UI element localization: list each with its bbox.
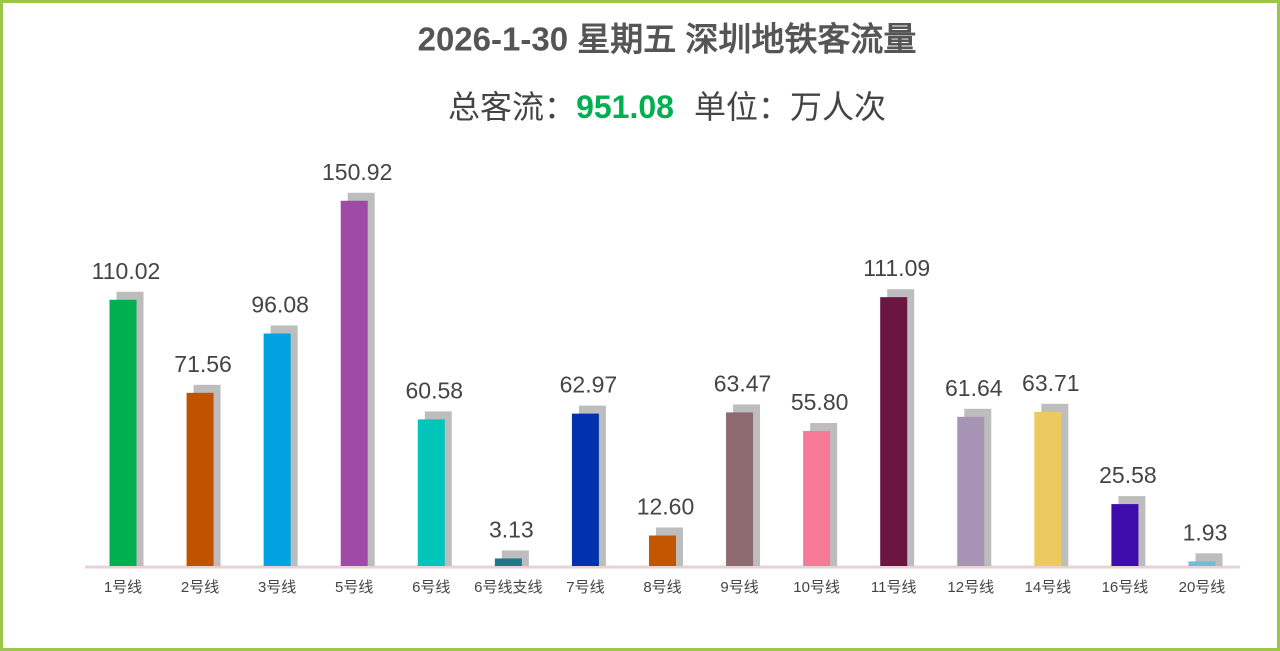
x-tick-label: 5号线 [335, 579, 373, 596]
value-label: 55.80 [791, 389, 849, 415]
bar [340, 200, 368, 566]
x-tick-label: 3号线 [258, 579, 296, 596]
value-label: 62.97 [560, 372, 618, 398]
value-label: 96.08 [251, 292, 309, 318]
x-tick-label: 6号线支线 [474, 579, 542, 596]
x-tick-label: 9号线 [720, 579, 758, 596]
bar [571, 413, 599, 566]
x-tick-label: 6号线 [412, 579, 450, 596]
total-value: 951.08 [576, 89, 674, 125]
x-tick-label: 7号线 [566, 579, 604, 596]
bar [109, 299, 137, 566]
value-label: 63.71 [1022, 370, 1080, 396]
chart-title: 2026-1-30 星期五 深圳地铁客流量 [418, 21, 917, 58]
bar [957, 416, 985, 566]
bar [494, 558, 522, 566]
value-label: 12.60 [637, 494, 695, 520]
bar [803, 430, 831, 566]
value-label: 63.47 [714, 370, 772, 396]
x-tick-label: 8号线 [643, 579, 681, 596]
bar [726, 412, 754, 566]
bar [186, 392, 214, 566]
x-tick-label: 20号线 [1179, 579, 1226, 596]
unit-label: 单位：万人次 [694, 89, 886, 125]
x-tick-label: 2号线 [181, 579, 219, 596]
x-tick-label: 1号线 [104, 579, 142, 596]
bar [648, 535, 676, 566]
value-label: 110.02 [92, 258, 161, 284]
x-tick-label: 16号线 [1102, 579, 1149, 596]
bar [1034, 411, 1062, 566]
value-label: 150.92 [322, 159, 392, 185]
bar [1111, 504, 1139, 566]
bar [417, 419, 445, 566]
x-tick-label: 10号线 [793, 579, 840, 596]
value-label: 3.13 [489, 517, 534, 543]
x-tick-label: 14号线 [1024, 579, 1071, 596]
value-label: 25.58 [1099, 462, 1157, 488]
value-label: 71.56 [174, 351, 232, 377]
bar [1188, 561, 1216, 566]
x-tick-label: 12号线 [947, 579, 994, 596]
subtitle: 总客流：951.08 单位：万人次 [448, 89, 886, 125]
value-label: 60.58 [405, 377, 463, 403]
x-tick-label: 11号线 [871, 579, 917, 596]
value-label: 111.09 [863, 255, 930, 281]
total-label: 总客流： [448, 89, 576, 125]
value-label: 1.93 [1183, 519, 1228, 545]
bar [880, 297, 908, 566]
value-label: 61.64 [945, 375, 1003, 401]
bar [263, 333, 291, 566]
